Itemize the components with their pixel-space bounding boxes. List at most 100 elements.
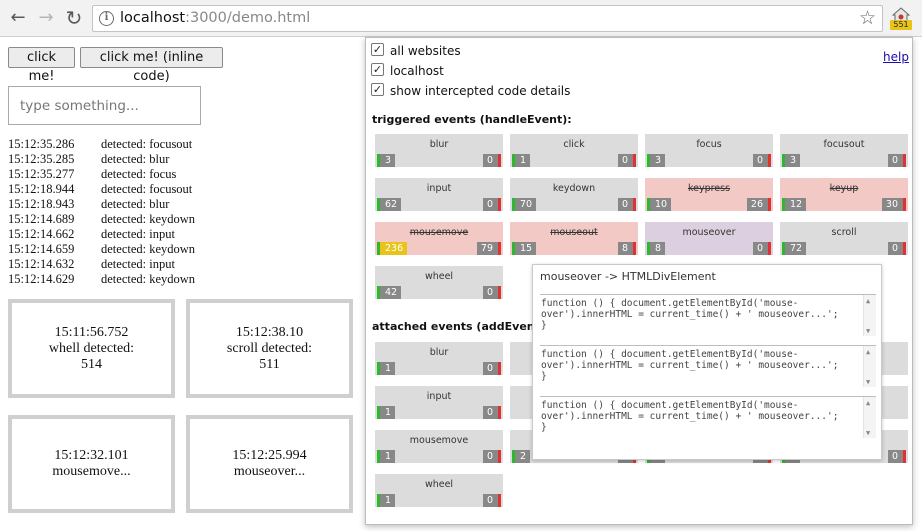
event-tile-input[interactable]: input 62 0 bbox=[375, 178, 503, 211]
box-time: 15:12:38.10 bbox=[235, 324, 304, 340]
blocked-count: 30 bbox=[881, 198, 906, 211]
event-tile-mouseover[interactable]: mouseover 8 0 bbox=[645, 222, 773, 255]
help-link[interactable]: help bbox=[883, 50, 909, 64]
event-tile-mousemove[interactable]: mousemove 1 0 bbox=[375, 430, 503, 463]
log-row: 15:12:14.629 detected: keydown bbox=[8, 272, 195, 287]
log-time: 15:12:35.277 bbox=[8, 167, 75, 181]
code-text: function () { document.getElementById('m… bbox=[541, 400, 839, 433]
event-tile-scroll[interactable]: scroll 72 0 bbox=[780, 222, 908, 255]
scroll-down-icon[interactable]: ▼ bbox=[866, 327, 871, 335]
bookmark-star-icon[interactable]: ☆ bbox=[858, 7, 876, 29]
event-tile-keypress[interactable]: keypress 10 26 bbox=[645, 178, 773, 211]
forward-arrow-icon[interactable]: → bbox=[38, 7, 54, 28]
event-name: keydown bbox=[552, 183, 596, 194]
scroll-down-icon[interactable]: ▼ bbox=[866, 378, 871, 386]
event-tile-mouseout[interactable]: mouseout 15 8 bbox=[510, 222, 638, 255]
event-tile-wheel[interactable]: wheel 1 0 bbox=[375, 474, 503, 507]
allowed-count: 236 bbox=[377, 242, 408, 255]
event-tile-blur[interactable]: blur 1 0 bbox=[375, 342, 503, 375]
event-name: mouseout bbox=[550, 227, 598, 238]
scroll-box[interactable]: 15:12:38.10 scroll detected: 511 bbox=[186, 299, 353, 398]
info-icon[interactable]: i bbox=[99, 11, 114, 26]
event-name: click bbox=[563, 139, 585, 150]
blocked-count: 0 bbox=[482, 286, 501, 299]
blocked-count: 26 bbox=[746, 198, 771, 211]
blocked-count: 0 bbox=[482, 406, 501, 419]
event-tile-focus[interactable]: focus 3 0 bbox=[645, 134, 773, 167]
wheel-box[interactable]: 15:11:56.752 whell detected: 514 bbox=[8, 299, 175, 398]
type-something-input[interactable]: type something... bbox=[8, 86, 201, 125]
scroll-up-icon[interactable]: ▲ bbox=[866, 297, 871, 305]
box-count: 511 bbox=[259, 356, 280, 372]
url-text[interactable]: localhost:3000/demo.html bbox=[120, 10, 310, 26]
box-label: whell detected: bbox=[48, 340, 135, 356]
log-message: detected: focusout bbox=[101, 182, 193, 196]
box-time: 15:11:56.752 bbox=[54, 324, 129, 340]
box-label: mouseover... bbox=[233, 464, 306, 479]
event-log: 15:12:35.286 detected: focusout 15:12:35.2… bbox=[8, 137, 195, 287]
allowed-count: 10 bbox=[647, 198, 672, 211]
mousemove-box[interactable]: 15:12:32.101 mousemove... bbox=[8, 415, 175, 513]
blocked-count: 79 bbox=[476, 242, 501, 255]
event-tile-wheel[interactable]: wheel 42 0 bbox=[375, 266, 503, 299]
allowed-count: 3 bbox=[782, 154, 801, 167]
event-tile-keydown[interactable]: keydown 70 0 bbox=[510, 178, 638, 211]
scroll-up-icon[interactable]: ▲ bbox=[866, 348, 871, 356]
event-tile-focusout[interactable]: focusout 3 0 bbox=[780, 134, 908, 167]
scroll-down-icon[interactable]: ▼ bbox=[866, 429, 871, 437]
box-time: 15:12:25.994 bbox=[232, 448, 307, 463]
click-me-inline-button[interactable]: click me! (inline code) bbox=[80, 47, 223, 84]
all-websites-checkbox[interactable]: ✓ bbox=[371, 43, 384, 56]
box-count: 514 bbox=[81, 356, 102, 372]
blocked-count: 0 bbox=[482, 450, 501, 463]
event-name: input bbox=[426, 183, 452, 194]
log-time: 15:12:14.629 bbox=[8, 272, 75, 286]
event-tile-click[interactable]: click 1 0 bbox=[510, 134, 638, 167]
address-bar[interactable]: i localhost:3000/demo.html ☆ bbox=[92, 5, 883, 32]
event-name: scroll bbox=[831, 227, 857, 238]
log-time: 15:12:18.944 bbox=[8, 182, 75, 196]
allowed-count: 1 bbox=[512, 154, 531, 167]
blocked-count: 0 bbox=[617, 154, 636, 167]
log-time: 15:12:14.632 bbox=[8, 257, 75, 271]
allowed-count: 1 bbox=[377, 494, 396, 507]
blocked-count: 0 bbox=[887, 450, 906, 463]
blocked-count: 0 bbox=[482, 198, 501, 211]
event-tile-input[interactable]: input 1 0 bbox=[375, 386, 503, 419]
code-block[interactable]: function () { document.getElementById('m… bbox=[540, 345, 876, 387]
code-details-tooltip: mouseover -> HTMLDivElement function () … bbox=[532, 264, 882, 460]
event-name: mousemove bbox=[409, 435, 469, 446]
log-message: detected: input bbox=[101, 257, 175, 271]
event-name: blur bbox=[429, 139, 449, 150]
mouseover-box[interactable]: 15:12:25.994 mouseover... bbox=[186, 415, 353, 513]
box-label: mousemove... bbox=[52, 464, 131, 479]
code-scrollbar[interactable]: ▲ ▼ bbox=[863, 295, 876, 336]
log-row: 15:12:18.944 detected: focusout bbox=[8, 182, 195, 197]
code-block[interactable]: function () { document.getElementById('m… bbox=[540, 294, 876, 336]
scroll-up-icon[interactable]: ▲ bbox=[866, 399, 871, 407]
allowed-count: 8 bbox=[647, 242, 666, 255]
event-name: focus bbox=[696, 139, 722, 150]
url-path: :3000/demo.html bbox=[185, 10, 311, 26]
event-tile-keyup[interactable]: keyup 12 30 bbox=[780, 178, 908, 211]
back-arrow-icon[interactable]: ← bbox=[10, 7, 26, 28]
show-code-details-checkbox[interactable]: ✓ bbox=[371, 83, 384, 96]
allowed-count: 1 bbox=[377, 450, 396, 463]
event-name: input bbox=[426, 391, 452, 402]
extension-button[interactable]: 551 bbox=[890, 7, 912, 31]
click-me-button[interactable]: click me! bbox=[8, 47, 75, 84]
code-scrollbar[interactable]: ▲ ▼ bbox=[863, 397, 876, 438]
log-row: 15:12:18.943 detected: blur bbox=[8, 197, 195, 212]
event-tile-blur[interactable]: blur 3 0 bbox=[375, 134, 503, 167]
log-row: 15:12:35.286 detected: focusout bbox=[8, 137, 195, 152]
code-scrollbar[interactable]: ▲ ▼ bbox=[863, 346, 876, 387]
event-tile-mousemove[interactable]: mousemove 236 79 bbox=[375, 222, 503, 255]
localhost-checkbox[interactable]: ✓ bbox=[371, 63, 384, 76]
allowed-count: 70 bbox=[512, 198, 537, 211]
allowed-count: 62 bbox=[377, 198, 402, 211]
allowed-count: 15 bbox=[512, 242, 537, 255]
code-block[interactable]: function () { document.getElementById('m… bbox=[540, 396, 876, 438]
event-name: focusout bbox=[823, 139, 865, 150]
reload-icon[interactable]: ↻ bbox=[65, 6, 83, 30]
extension-badge: 551 bbox=[890, 20, 912, 30]
